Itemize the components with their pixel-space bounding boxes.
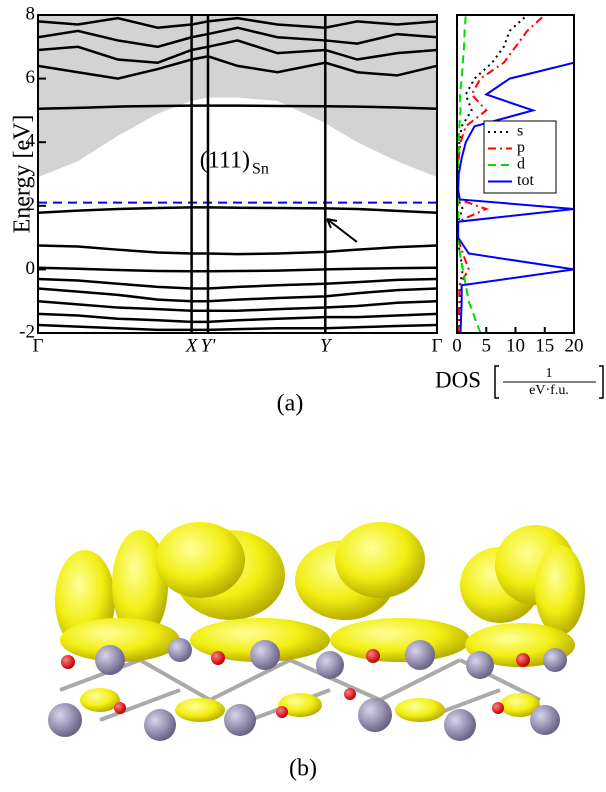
y-tick-label: 8 xyxy=(26,3,36,24)
unit-numerator: 1 xyxy=(546,366,553,381)
legend-label: p xyxy=(517,139,525,156)
x-tick-label: 5 xyxy=(482,335,492,356)
band xyxy=(38,325,437,330)
band xyxy=(38,288,437,301)
caption-b: (b) xyxy=(289,756,317,782)
band xyxy=(38,268,437,271)
y-tick-label: -2 xyxy=(19,321,35,342)
band xyxy=(38,246,437,255)
y-tick-label: 6 xyxy=(26,67,36,88)
band xyxy=(38,314,437,322)
band xyxy=(38,279,437,289)
y-tick-label: 0 xyxy=(26,258,36,279)
legend-label: d xyxy=(517,156,525,173)
structure-image xyxy=(48,520,585,741)
band xyxy=(38,207,437,212)
x-tick-label: 10 xyxy=(506,335,525,356)
x-tick-label: Y xyxy=(320,335,333,356)
x-tick-label: X xyxy=(185,335,199,356)
figure: (a) (b) ΓXY'YΓ-202468Energy [eV](111)Sn0… xyxy=(0,0,606,792)
y-axis-label: Energy [eV] xyxy=(10,115,36,234)
x-tick-label: Γ xyxy=(432,335,443,356)
caption-a: (a) xyxy=(277,391,304,417)
legend-label: tot xyxy=(517,172,534,189)
legend-label: s xyxy=(517,123,523,140)
x-axis-label: DOS xyxy=(435,367,481,392)
x-tick-label: 0 xyxy=(452,335,462,356)
band xyxy=(38,301,437,311)
page: (a) (b) ΓXY'YΓ-202468Energy [eV](111)Sn0… xyxy=(0,0,606,792)
arrow xyxy=(327,219,357,242)
x-tick-label: 20 xyxy=(565,335,584,356)
annotation: (111) xyxy=(200,148,250,174)
x-tick-label: 15 xyxy=(535,335,554,356)
x-tick-label: Y' xyxy=(201,335,217,356)
annotation-sub: Sn xyxy=(252,161,269,178)
unit-denominator: eV·f.u. xyxy=(529,383,569,398)
